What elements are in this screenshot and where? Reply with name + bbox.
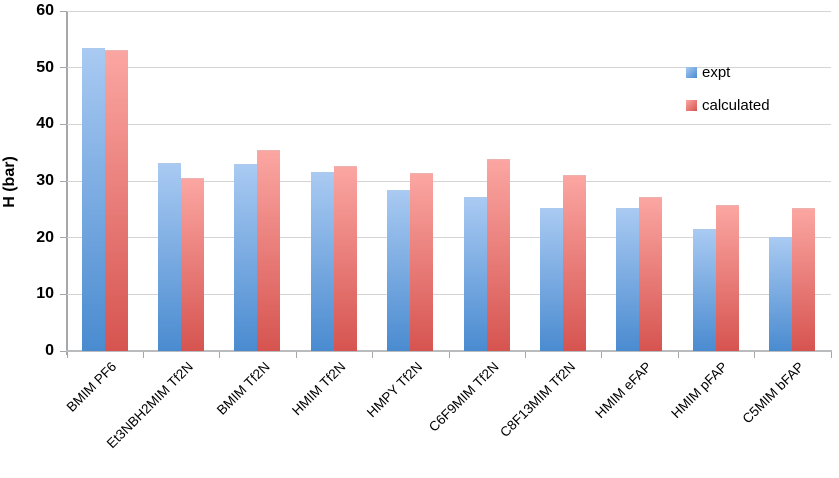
bar-calculated-6 bbox=[562, 175, 586, 351]
y-tick-label: 10 bbox=[36, 285, 54, 303]
y-axis-line bbox=[66, 11, 68, 355]
y-tick-mark bbox=[60, 293, 66, 295]
x-tick-mark bbox=[524, 352, 526, 358]
x-axis-label: C8F13MIM Tf2N bbox=[497, 359, 579, 440]
x-tick-mark bbox=[677, 352, 679, 358]
bar-calculated-3 bbox=[333, 165, 357, 351]
bar-expt-7 bbox=[616, 208, 640, 351]
x-tick-mark bbox=[66, 352, 68, 358]
gridline-y-50 bbox=[67, 67, 831, 69]
y-tick-mark bbox=[60, 123, 66, 125]
x-axis-label: Et3NBH2MIM Tf2N bbox=[103, 359, 197, 452]
bar-expt-6 bbox=[539, 208, 563, 351]
y-tick-mark bbox=[60, 180, 66, 182]
x-tick-mark bbox=[372, 352, 374, 358]
legend-swatch-expt bbox=[686, 67, 697, 78]
bar-expt-5 bbox=[463, 196, 487, 351]
x-tick-mark bbox=[601, 352, 603, 358]
bar-calculated-2 bbox=[257, 149, 281, 351]
legend-item-expt: expt bbox=[686, 64, 770, 81]
x-tick-mark bbox=[295, 352, 297, 358]
bar-expt-4 bbox=[387, 189, 411, 351]
x-tick-mark bbox=[219, 352, 221, 358]
y-tick-label: 0 bbox=[45, 342, 54, 359]
bar-expt-0 bbox=[81, 47, 105, 351]
y-tick-label: 60 bbox=[36, 2, 54, 19]
gridline-y-40 bbox=[67, 123, 831, 125]
bar-expt-2 bbox=[234, 164, 258, 351]
legend-label-calculated: calculated bbox=[702, 97, 770, 114]
y-tick-label: 20 bbox=[36, 228, 54, 246]
x-tick-mark bbox=[754, 352, 756, 358]
legend-label-expt: expt bbox=[702, 64, 731, 81]
x-tick-mark bbox=[830, 352, 832, 358]
bar-calculated-0 bbox=[104, 49, 128, 351]
bar-calculated-1 bbox=[180, 178, 204, 351]
x-axis-label: C5MIM bFAP bbox=[739, 359, 808, 427]
bar-expt-1 bbox=[157, 163, 181, 351]
x-axis-label: BMIM Tf2N bbox=[213, 359, 273, 418]
y-tick-label: 40 bbox=[36, 115, 54, 133]
x-axis-label: HMPY Tf2N bbox=[364, 359, 426, 421]
legend-item-calculated: calculated bbox=[686, 97, 770, 114]
x-axis-label: HMIM Tf2N bbox=[289, 359, 349, 419]
bar-expt-8 bbox=[692, 228, 716, 351]
gridline-y-20 bbox=[67, 237, 831, 239]
bar-calculated-7 bbox=[639, 197, 663, 351]
x-tick-mark bbox=[142, 352, 144, 358]
bar-calculated-8 bbox=[715, 204, 739, 351]
bar-calculated-5 bbox=[486, 159, 510, 351]
legend: expt calculated bbox=[686, 64, 770, 130]
x-tick-mark bbox=[448, 352, 450, 358]
y-tick-mark bbox=[60, 237, 66, 239]
x-axis-label: C6F9MIM Tf2N bbox=[425, 359, 502, 435]
bar-calculated-4 bbox=[410, 172, 434, 351]
gridline-y-10 bbox=[67, 293, 831, 295]
y-tick-label: 50 bbox=[36, 58, 54, 76]
gridline-y-30 bbox=[67, 180, 831, 182]
bar-expt-9 bbox=[769, 236, 793, 351]
plot-area bbox=[60, 10, 832, 358]
y-tick-label: 30 bbox=[36, 172, 54, 189]
x-axis-label: HMIM pFAP bbox=[668, 359, 731, 422]
gridline-y-60 bbox=[67, 10, 831, 12]
x-axis-line bbox=[66, 350, 832, 352]
bar-expt-3 bbox=[310, 171, 334, 351]
y-tick-mark bbox=[60, 67, 66, 69]
y-tick-mark bbox=[60, 10, 66, 12]
y-tick-mark bbox=[60, 350, 66, 352]
legend-swatch-calculated bbox=[686, 100, 697, 111]
x-axis-label: BMIM PF6 bbox=[63, 359, 120, 415]
x-axis-label: HMIM eFAP bbox=[592, 359, 655, 422]
bar-calculated-9 bbox=[792, 208, 816, 351]
